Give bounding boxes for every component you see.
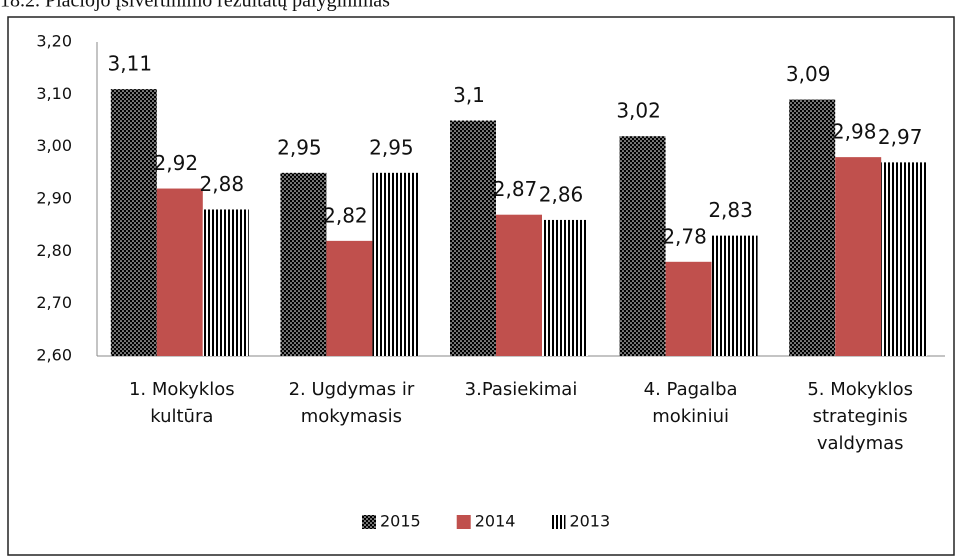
y-tick-label: 3,10 (36, 84, 72, 103)
y-tick-label: 3,00 (36, 136, 72, 155)
value-label: 3,11 (108, 52, 153, 76)
legend-label: 2015 (380, 512, 421, 531)
value-label: 2,95 (369, 135, 414, 159)
value-label: 3,02 (616, 99, 661, 123)
value-label: 2,86 (539, 182, 584, 206)
x-tick-label: 1. Mokyklos (129, 379, 235, 400)
y-tick-label: 3,20 (36, 32, 72, 51)
bar (835, 157, 882, 356)
chart-title: 18.2. Plačiojo įsivertinimo rezultatų pa… (0, 0, 390, 12)
value-label: 2,95 (277, 135, 322, 159)
x-tick-label: mokymasis (301, 406, 402, 427)
bar (496, 214, 542, 356)
x-tick-label: 2. Ugdymas ir (289, 379, 415, 400)
bar (665, 261, 712, 356)
bar (619, 136, 666, 356)
value-label: 2,88 (200, 172, 245, 196)
x-tick-label: strateginis (813, 406, 908, 427)
bar (450, 120, 496, 356)
y-tick-label: 2,90 (36, 189, 72, 208)
x-tick-label: 4. Pagalba (644, 379, 738, 400)
bar (881, 162, 928, 356)
legend-swatch (362, 515, 376, 529)
value-label: 2,83 (708, 198, 753, 222)
bar (156, 188, 203, 356)
x-tick-label: kultūra (150, 406, 213, 427)
bar (202, 209, 249, 356)
x-tick-label: 3.Pasiekimai (465, 379, 578, 400)
x-tick-label: valdymas (817, 433, 904, 454)
value-label: 3,1 (453, 83, 485, 107)
y-tick-label: 2,80 (36, 241, 72, 260)
value-label: 2,97 (878, 125, 923, 149)
x-tick-label: mokiniui (652, 406, 729, 427)
value-label: 2,92 (154, 151, 199, 175)
legend-swatch (456, 515, 471, 529)
bar (326, 240, 373, 356)
legend-swatch (551, 515, 566, 529)
bar (280, 172, 327, 356)
value-label: 3,09 (786, 62, 831, 86)
bar (542, 219, 588, 356)
value-label: 2,98 (832, 120, 877, 144)
value-label: 2,82 (323, 203, 368, 227)
value-label: 2,78 (662, 224, 707, 248)
y-tick-label: 2,60 (36, 346, 72, 365)
bar (711, 235, 758, 356)
y-tick-label: 2,70 (36, 293, 72, 312)
bar (372, 172, 419, 356)
x-tick-label: 5. Mokyklos (807, 379, 913, 400)
legend-label: 2014 (475, 512, 516, 531)
value-label: 2,87 (493, 177, 538, 201)
legend-label: 2013 (569, 512, 610, 531)
bar (789, 99, 836, 357)
bar (110, 89, 157, 356)
